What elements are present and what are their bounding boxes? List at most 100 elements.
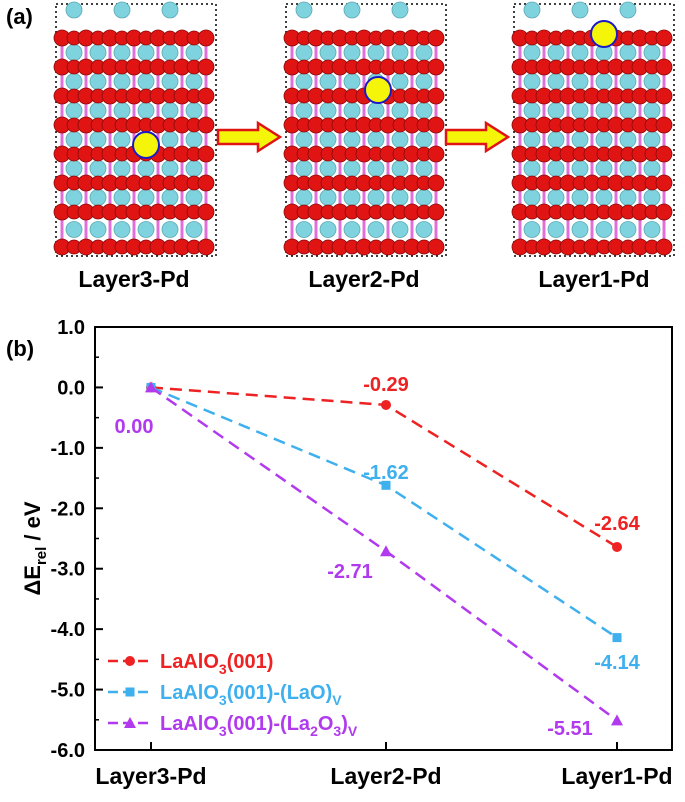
la-atom — [89, 102, 107, 119]
la-atom — [295, 131, 313, 148]
series-line — [150, 386, 618, 722]
structure-layer2-pd — [283, 1, 447, 257]
structure-label-layer1: Layer1-Pd — [538, 266, 650, 292]
la-atom — [65, 1, 83, 19]
o-atom — [197, 87, 215, 105]
la-atom — [137, 221, 155, 238]
la-atom — [547, 221, 565, 238]
la-atom — [523, 73, 541, 90]
data-label: -0.29 — [363, 374, 409, 396]
la-atom — [523, 44, 541, 61]
la-atom — [89, 160, 107, 177]
o-atom — [427, 145, 445, 163]
data-label: 0.00 — [115, 416, 154, 438]
la-atom — [65, 44, 83, 61]
la-atom — [643, 131, 661, 148]
x-tick-label: Layer2-Pd — [330, 763, 441, 789]
legend-entry-3: LaAlO3(001)-(La2O3)V — [108, 713, 358, 739]
la-atom — [391, 131, 409, 148]
la-atom — [295, 221, 313, 238]
la-atom — [571, 1, 589, 19]
la-atom — [595, 160, 613, 177]
la-atom — [343, 160, 361, 177]
la-atom — [643, 73, 661, 90]
legend-label: LaAlO3(001) — [160, 651, 273, 677]
la-atom — [319, 73, 337, 90]
o-atom — [655, 29, 673, 47]
la-atom — [185, 73, 203, 90]
la-atom — [415, 189, 433, 206]
la-atom — [295, 189, 313, 206]
structure-label-layer2: Layer2-Pd — [308, 266, 420, 292]
la-atom — [367, 131, 385, 148]
la-atom — [319, 131, 337, 148]
y-tick-label: -3.0 — [51, 559, 85, 581]
la-atom — [113, 73, 131, 90]
la-atom — [391, 1, 409, 19]
la-atom — [161, 1, 179, 19]
la-atom — [137, 102, 155, 119]
o-atom — [197, 58, 215, 76]
la-atom — [415, 102, 433, 119]
transition-arrow-2 — [444, 120, 511, 154]
la-atom — [547, 189, 565, 206]
legend-marker — [124, 717, 136, 728]
la-atom — [643, 102, 661, 119]
la-atom — [523, 102, 541, 119]
pd-atom — [364, 76, 392, 104]
la-atom — [295, 160, 313, 177]
la-atom — [161, 73, 179, 90]
x-tick-label: Layer1-Pd — [561, 763, 672, 789]
la-atom — [547, 160, 565, 177]
structure-label-layer3: Layer3-Pd — [78, 266, 190, 292]
o-atom — [197, 116, 215, 134]
o-atom — [427, 174, 445, 192]
la-atom — [185, 131, 203, 148]
la-atom — [523, 131, 541, 148]
la-atom — [595, 221, 613, 238]
la-atom — [89, 221, 107, 238]
la-atom — [185, 102, 203, 119]
la-atom — [89, 44, 107, 61]
plot-frame — [94, 326, 673, 751]
la-atom — [113, 160, 131, 177]
la-atom — [343, 221, 361, 238]
o-atom — [655, 174, 673, 192]
o-atom — [427, 203, 445, 221]
la-atom — [65, 221, 83, 238]
data-point — [612, 541, 622, 552]
o-atom — [197, 174, 215, 192]
o-atom — [427, 116, 445, 134]
o-atom — [655, 238, 673, 256]
pd-atom — [132, 131, 160, 159]
la-atom — [571, 160, 589, 177]
la-atom — [391, 160, 409, 177]
la-atom — [185, 44, 203, 61]
la-atom — [547, 102, 565, 119]
la-atom — [343, 131, 361, 148]
la-atom — [137, 73, 155, 90]
pd-atom — [590, 20, 618, 48]
la-atom — [619, 102, 637, 119]
la-atom — [595, 102, 613, 119]
la-atom — [391, 189, 409, 206]
la-atom — [415, 160, 433, 177]
la-atom — [547, 73, 565, 90]
o-atom — [427, 29, 445, 47]
la-atom — [343, 189, 361, 206]
la-atom — [161, 160, 179, 177]
la-atom — [619, 1, 637, 19]
la-atom — [547, 131, 565, 148]
la-atom — [571, 44, 589, 61]
la-atom — [643, 221, 661, 238]
legend-marker — [125, 656, 135, 666]
data-point — [380, 545, 392, 557]
la-atom — [185, 160, 203, 177]
y-axis-label: ΔErel / eV — [20, 501, 50, 595]
panel-a-label: (a) — [6, 4, 33, 29]
la-atom — [367, 160, 385, 177]
la-atom — [391, 221, 409, 238]
la-atom — [595, 131, 613, 148]
o-atom — [197, 238, 215, 256]
data-point — [612, 633, 622, 643]
